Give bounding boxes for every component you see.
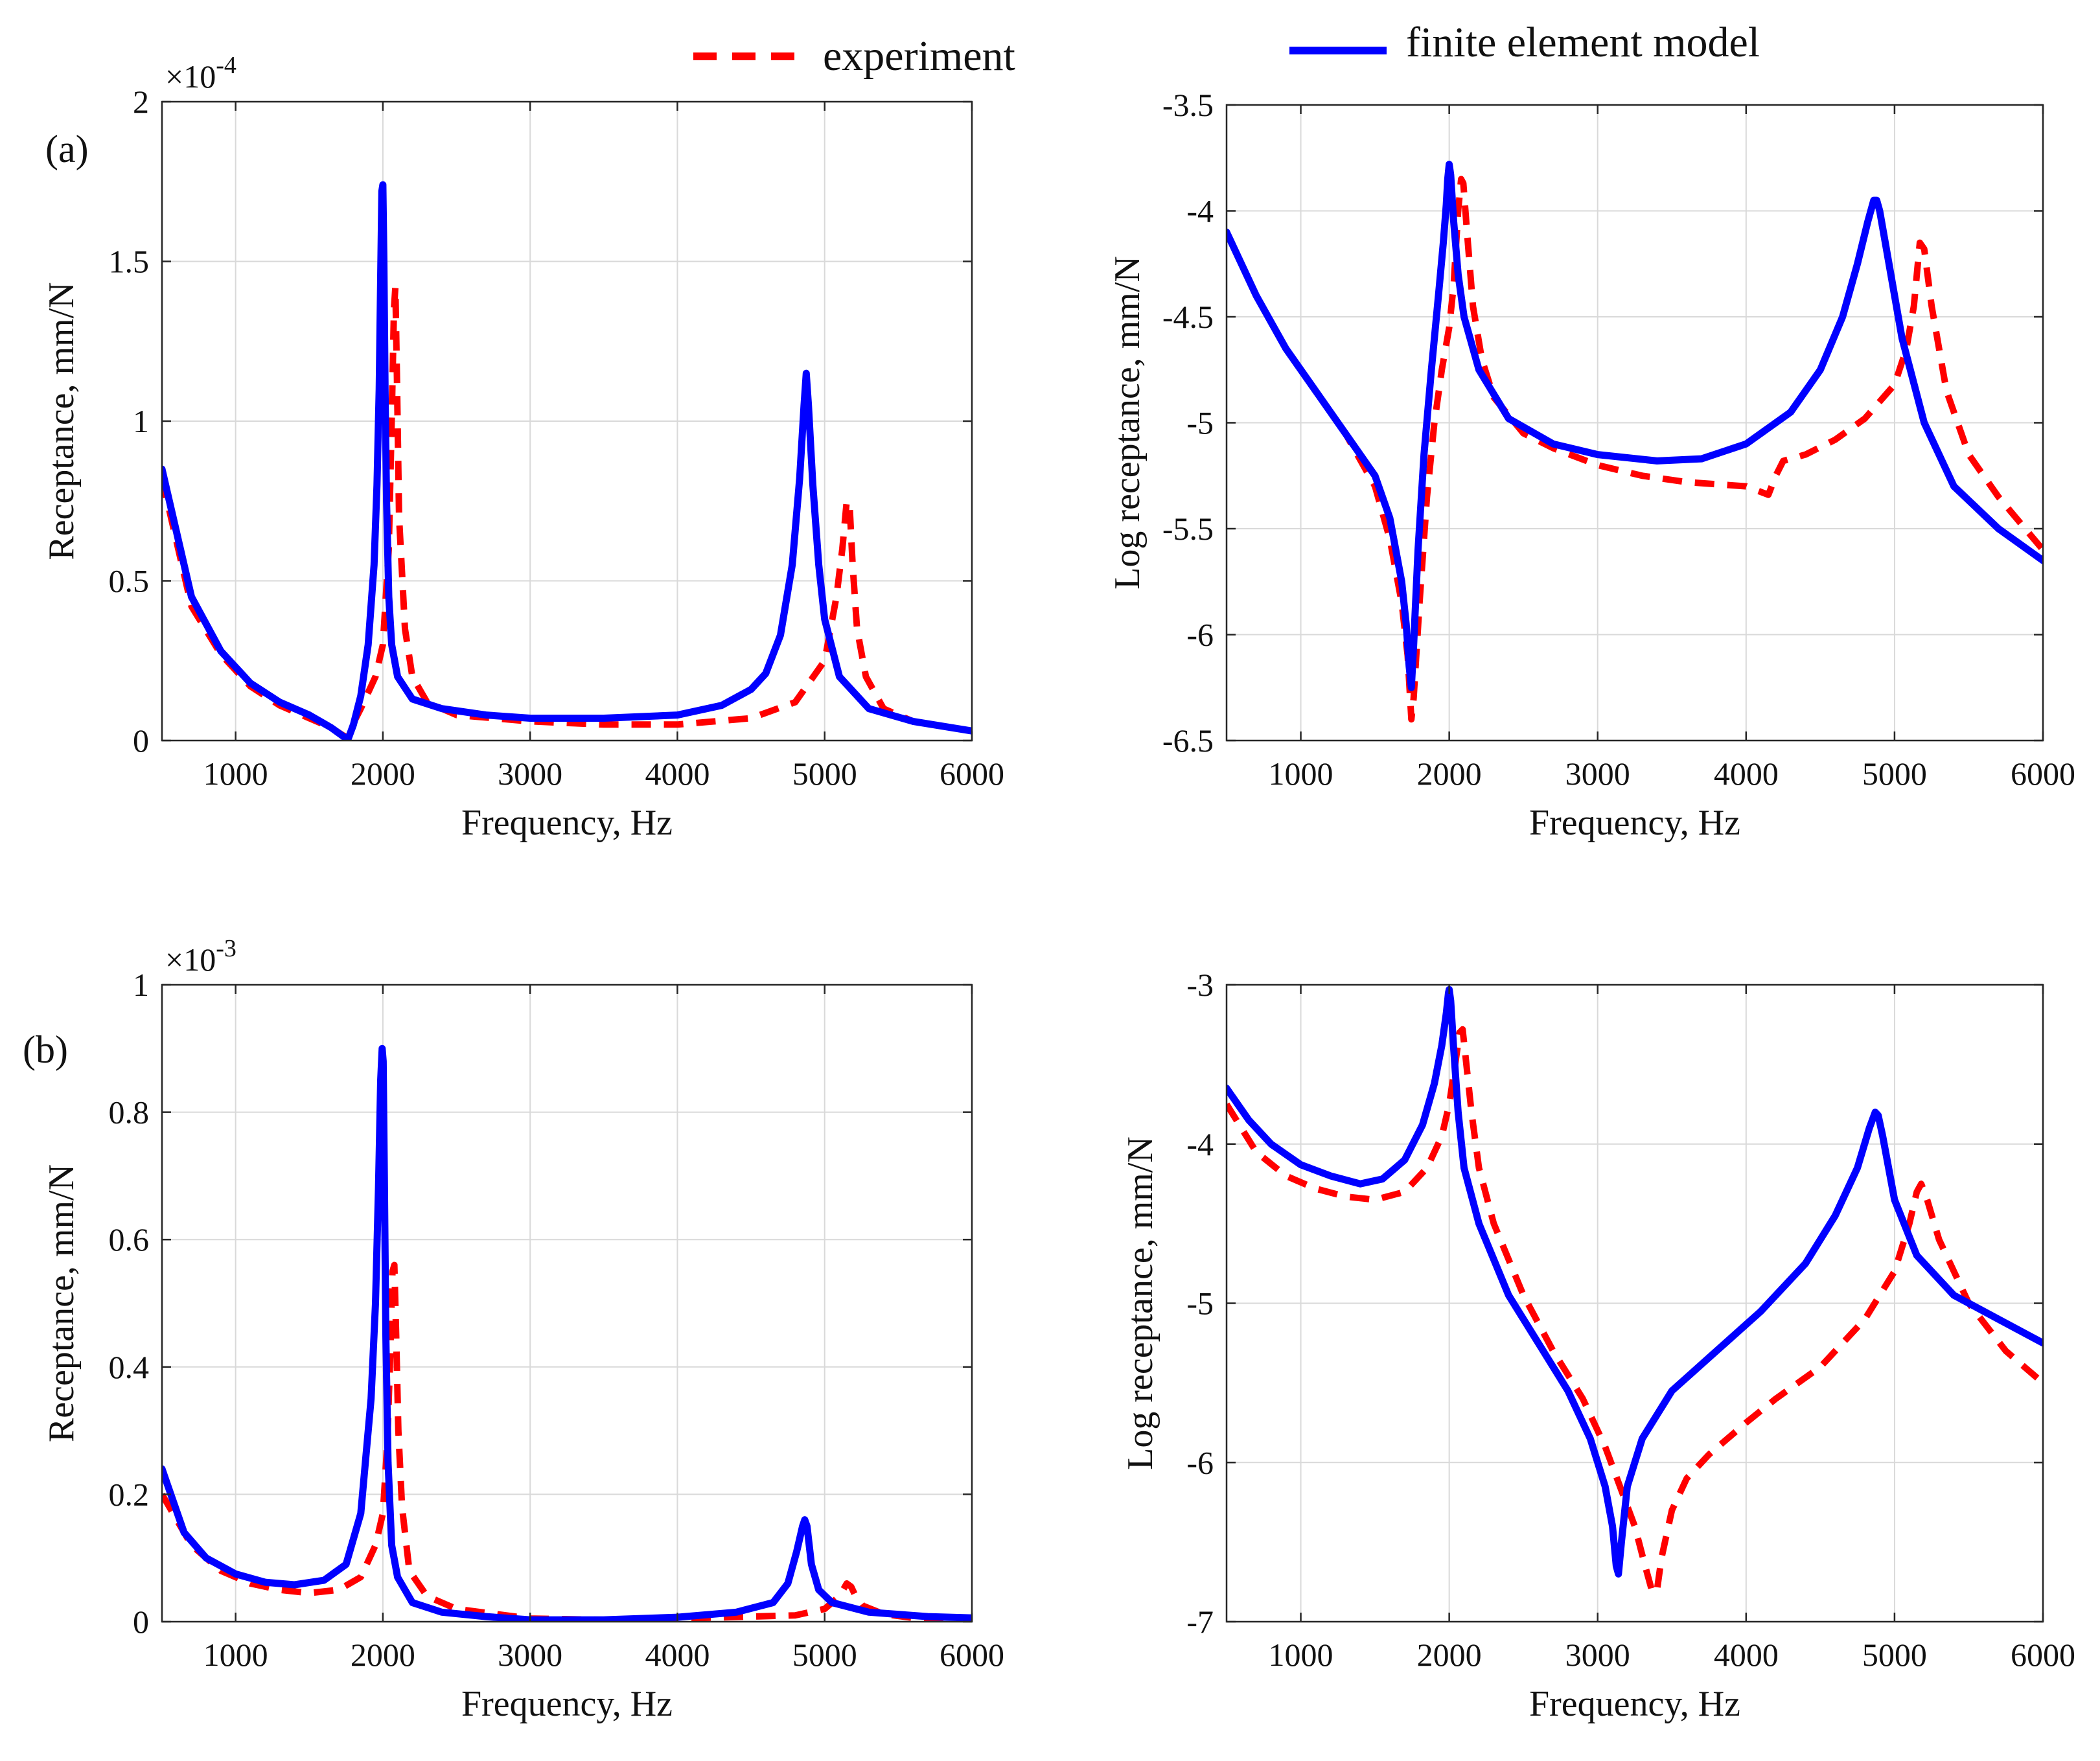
x-tick-label: 3000 [498,1637,562,1673]
y-tick-label: -5.5 [1162,511,1214,547]
series-fem-line [1227,985,2043,1578]
x-tick-label: 6000 [2011,1637,2075,1673]
legend: experiment finite element model [693,19,1760,80]
x-ticks: 1000 2000 3000 4000 5000 6000 [203,102,1004,792]
x-axis-label: Frequency, Hz [1529,1684,1740,1724]
series-experiment-line [1227,176,2043,723]
y-tick-label: -6 [1186,617,1214,653]
y-tick-label: -7 [1186,1604,1214,1640]
x-tick-label: 1000 [203,755,268,792]
panel-label-b: (b) [23,1028,68,1071]
legend-fem-label: finite element model [1406,19,1760,66]
x-tick-label: 4000 [1714,755,1779,792]
y-tick-label: -4 [1186,193,1214,229]
chart-receptance-b: 1000 2000 3000 4000 5000 6000 00.20.40.60.81 … [41,935,1004,1724]
x-tick-label: 6000 [940,755,1004,792]
y-tick-label: -4.5 [1162,299,1214,335]
y-multiplier-exp: -4 [216,52,237,79]
y-tick-label: 2 [133,84,149,120]
x-tick-label: 5000 [792,755,857,792]
grid [162,984,973,1622]
series-fem-line [1227,161,2043,691]
series-experiment-line [162,1261,972,1622]
y-axis-label: Receptance, mm/N [41,1164,82,1442]
series-experiment-line [1227,1026,2043,1596]
x-tick-label: 1000 [1269,1637,1333,1673]
y-axis-label: Log receptance, mm/N [1120,1136,1160,1470]
y-tick-label: 0.4 [109,1349,150,1385]
x-tick-label: 2000 [351,1637,415,1673]
x-tick-label: 1000 [203,1637,268,1673]
y-ticks: 0 0.2 0.4 0.6 0.8 1 [109,967,972,1640]
y-tick-label: 0.2 [109,1476,150,1512]
y-tick-label: -5 [1186,1285,1214,1322]
x-ticks: 1000 2000 3000 4000 5000 6000 [1269,105,2075,792]
x-tick-label: 2000 [351,755,415,792]
grid [1227,984,2044,1622]
grid [162,101,973,741]
x-tick-label: 4000 [645,755,710,792]
x-tick-label: 4000 [645,1637,710,1673]
x-tick-label: 6000 [2011,755,2075,792]
y-tick-label: -4 [1186,1126,1214,1162]
y-tick-label: 0 [133,722,149,759]
x-tick-label: 1000 [1269,755,1333,792]
series-experiment-line [162,283,972,741]
x-tick-label: 3000 [1565,755,1630,792]
x-tick-label: 3000 [498,755,562,792]
y-tick-label: 1 [133,403,149,439]
series-fem-line [162,1044,972,1622]
y-ticks: 0 0.5 1 1.5 2 [109,84,972,759]
panel-label-a: (a) [45,128,89,170]
y-tick-label: -3 [1186,967,1214,1003]
plot-area [162,1044,972,1622]
y-tick-label: -6 [1186,1444,1214,1480]
x-tick-label: 3000 [1565,1637,1630,1673]
x-axis-label: Frequency, Hz [1529,803,1740,843]
x-tick-label: 2000 [1417,1637,1482,1673]
x-tick-label: 5000 [1862,755,1927,792]
y-multiplier-base: ×10 [165,58,216,95]
y-tick-label: 1 [133,967,149,1003]
y-tick-label: -3.5 [1162,87,1214,123]
y-tick-label: 0 [133,1604,149,1640]
y-tick-label: 0.6 [109,1221,150,1258]
x-ticks: 1000 2000 3000 4000 5000 6000 [1269,985,2075,1673]
legend-experiment-label: experiment [823,32,1015,80]
y-tick-label: 0.8 [109,1094,150,1131]
y-ticks: -6.5 -6 -5.5 -5 -4.5 -4 -3.5 [1162,87,2043,759]
axes-frame [161,984,973,1623]
y-axis-label: Log receptance, mm/N [1107,256,1148,590]
y-tick-label: -5 [1186,405,1214,441]
x-axis-label: Frequency, Hz [461,1684,673,1724]
plot-area [1227,985,2043,1596]
x-tick-label: 4000 [1714,1637,1779,1673]
x-axis-label: Frequency, Hz [461,803,673,843]
y-tick-label: 0.5 [109,563,150,599]
y-multiplier-exp: -3 [216,935,237,962]
plot-area [162,181,972,741]
x-tick-label: 5000 [792,1637,857,1673]
y-ticks: -7 -6 -5 -4 -3 [1186,967,2043,1640]
series-fem-line [162,181,972,741]
x-tick-label: 6000 [940,1637,1004,1673]
chart-log-receptance-b: 1000 2000 3000 4000 5000 6000 -7 -6 -5 -4 -3 Freq… [1120,967,2075,1724]
y-multiplier: ×10-4 [165,52,237,95]
y-multiplier: ×10-3 [165,935,237,978]
y-axis-label: Receptance, mm/N [41,282,82,560]
chart-log-receptance-a: 1000 2000 3000 4000 5000 6000 -6.5 -6 -5.5 -5 -4.… [1107,87,2075,843]
chart-receptance-a: 1000 2000 3000 4000 5000 6000 0 0.5 1 1.5 2 Frequ… [41,52,1004,843]
y-multiplier-base: ×10 [165,941,216,978]
x-tick-label: 5000 [1862,1637,1927,1673]
y-tick-label: -6.5 [1162,722,1214,759]
plot-area [1227,161,2043,723]
x-tick-label: 2000 [1417,755,1482,792]
x-ticks: 1000 2000 3000 4000 5000 6000 [203,985,1004,1673]
y-tick-label: 1.5 [109,244,150,280]
grid [1227,104,2044,741]
